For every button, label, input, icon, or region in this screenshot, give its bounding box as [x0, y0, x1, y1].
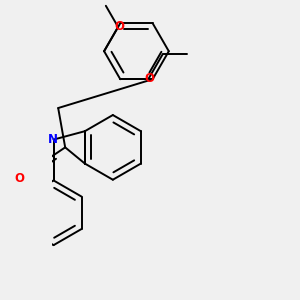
Text: O: O	[14, 172, 24, 185]
Text: O: O	[114, 20, 124, 33]
Text: N: N	[48, 133, 58, 146]
Text: O: O	[145, 72, 154, 85]
